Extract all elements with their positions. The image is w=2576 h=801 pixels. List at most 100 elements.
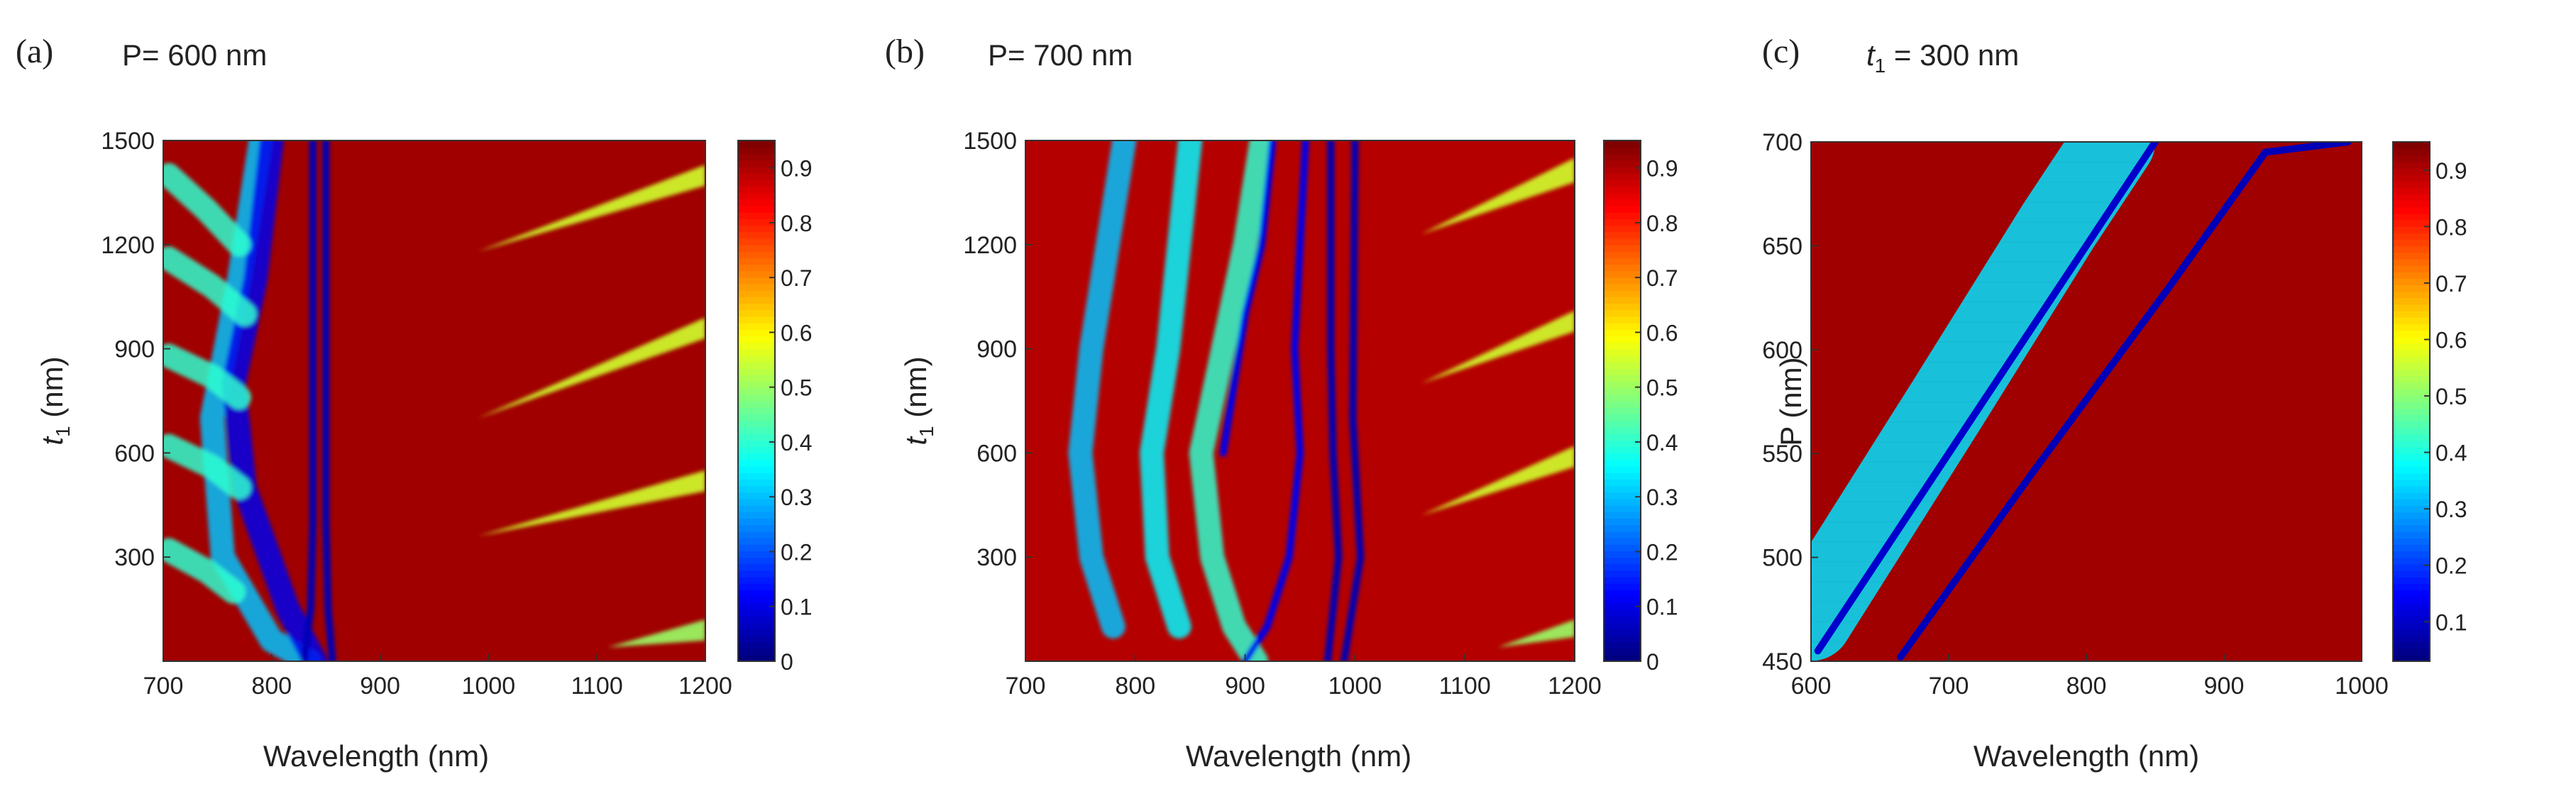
colorbar-b-swatch bbox=[1604, 264, 1641, 272]
colorbar-a-swatch bbox=[738, 563, 775, 571]
heatmap-c-step bbox=[1811, 221, 2362, 223]
x-tick-label-b: 800 bbox=[1115, 673, 1155, 700]
colorbar-c-swatch bbox=[2393, 485, 2430, 493]
colorbar-a-swatch bbox=[738, 596, 775, 604]
heatmap-a-feature bbox=[478, 317, 705, 419]
colorbar-a-swatch bbox=[738, 615, 775, 623]
colorbar-c-swatch bbox=[2393, 577, 2430, 584]
y-tick-label-b: 300 bbox=[976, 544, 1017, 571]
colorbar-b-swatch bbox=[1604, 394, 1641, 402]
colorbar-b-swatch bbox=[1604, 551, 1641, 558]
colorbar-c-swatch bbox=[2393, 654, 2430, 662]
colorbar-b-swatch bbox=[1604, 375, 1641, 382]
colorbar-a-swatch bbox=[738, 453, 775, 460]
colorbar-b-swatch bbox=[1604, 465, 1641, 473]
heatmap-c-step bbox=[1811, 261, 2362, 263]
colorbar-c-swatch bbox=[2393, 622, 2430, 630]
colorbar-a-swatch bbox=[738, 199, 775, 206]
colorbar-b-swatch bbox=[1604, 563, 1641, 571]
colorbar-c-swatch bbox=[2393, 583, 2430, 591]
colorbar-a-swatch bbox=[738, 472, 775, 480]
x-tick-label-a: 900 bbox=[360, 673, 400, 700]
colorbar-c-swatch bbox=[2393, 388, 2430, 396]
heatmap-a-features bbox=[163, 140, 705, 661]
colorbar-a-swatch bbox=[738, 219, 775, 226]
colorbar-b-swatch bbox=[1604, 219, 1641, 226]
heatmap-b-feature bbox=[1241, 140, 1309, 661]
colorbar-b-swatch bbox=[1604, 453, 1641, 460]
colorbar-b-swatch bbox=[1604, 537, 1641, 545]
colorbar-c-swatch bbox=[2393, 408, 2430, 416]
heatmap-c-step bbox=[1811, 581, 2362, 582]
colorbar-a-tick-label: 0.3 bbox=[781, 485, 812, 510]
colorbar-a-swatch bbox=[738, 641, 775, 649]
colorbar-a-swatch bbox=[738, 348, 775, 356]
colorbar-c-swatch bbox=[2393, 324, 2430, 331]
colorbar-a-swatch bbox=[738, 537, 775, 545]
x-tick-label-b: 1100 bbox=[1439, 673, 1491, 700]
y-tick-label-c: 500 bbox=[1762, 545, 1802, 572]
colorbar-a-swatch bbox=[738, 426, 775, 434]
colorbar-b-swatch bbox=[1604, 147, 1641, 155]
panel-c-title: t1 = 300 nm bbox=[1866, 38, 2019, 77]
y-tick-label-a: 900 bbox=[114, 336, 155, 363]
plot-frame-a bbox=[163, 140, 706, 662]
y-axis-label-c: P (nm) bbox=[1774, 357, 1807, 446]
colorbar-a-tick-label: 0.4 bbox=[781, 430, 812, 455]
colorbar-b-swatch bbox=[1604, 615, 1641, 623]
panel-a-title: P= 600 nm bbox=[122, 38, 267, 72]
x-axis-label-c: Wavelength (nm) bbox=[1974, 739, 2199, 773]
colorbar-b-swatch bbox=[1604, 160, 1641, 167]
y-tick-label-a: 1200 bbox=[101, 232, 155, 259]
colorbar-b-swatch bbox=[1604, 492, 1641, 499]
colorbar-c-swatch bbox=[2393, 291, 2430, 299]
colorbar-c-swatch bbox=[2393, 570, 2430, 578]
colorbar-c-swatch bbox=[2393, 382, 2430, 390]
colorbar-b-swatch bbox=[1604, 231, 1641, 239]
colorbar-b-swatch bbox=[1604, 309, 1641, 317]
colorbar-b-swatch bbox=[1604, 459, 1641, 467]
colorbar-b-swatch bbox=[1604, 205, 1641, 213]
colorbar-b-swatch bbox=[1604, 440, 1641, 448]
colorbar-b-swatch bbox=[1604, 283, 1641, 291]
colorbar-a-swatch bbox=[738, 492, 775, 499]
colorbar-a-swatch bbox=[738, 622, 775, 629]
colorbar-a-tick-label: 0.8 bbox=[781, 211, 812, 236]
colorbar-b-swatch bbox=[1604, 414, 1641, 421]
colorbar-b-swatch bbox=[1604, 401, 1641, 408]
colorbar-c-swatch bbox=[2393, 317, 2430, 324]
colorbar-b-tick-label: 0.7 bbox=[1646, 265, 1678, 291]
heatmap-c bbox=[1811, 142, 2362, 661]
colorbar-c-swatch bbox=[2393, 330, 2430, 338]
colorbar-a-swatch bbox=[738, 368, 775, 376]
heatmap-a bbox=[163, 140, 705, 661]
colorbar-a-swatch bbox=[738, 602, 775, 610]
heatmap-b bbox=[1025, 140, 1575, 661]
colorbar-a-swatch bbox=[738, 166, 775, 174]
heatmap-c-step bbox=[1811, 641, 2362, 642]
heatmap-a-feature bbox=[163, 538, 246, 604]
colorbar-a-swatch bbox=[738, 140, 775, 148]
heatmap-b-feature bbox=[1340, 140, 1365, 661]
colorbar-b-tick-label: 0.4 bbox=[1646, 430, 1678, 455]
heatmap-b-feature bbox=[1068, 140, 1137, 639]
colorbar-a-swatch bbox=[738, 543, 775, 551]
panel-a-letter: (a) bbox=[16, 33, 53, 70]
colorbar-b-swatch bbox=[1604, 153, 1641, 161]
colorbar-b-tick-label: 0.8 bbox=[1646, 211, 1678, 236]
colorbar-c-swatch bbox=[2393, 421, 2430, 429]
colorbar-b-swatch bbox=[1604, 420, 1641, 428]
x-tick-label-b: 1000 bbox=[1328, 673, 1382, 700]
colorbar-b-swatch bbox=[1604, 557, 1641, 565]
colorbar-c-tick-label: 0.7 bbox=[2435, 271, 2467, 297]
colorbar-b-tick-label: 0.6 bbox=[1646, 320, 1678, 346]
colorbar-c-tick-label: 0.5 bbox=[2435, 384, 2467, 409]
colorbar-c-tick-label: 0.3 bbox=[2435, 497, 2467, 522]
x-tick-label-b: 900 bbox=[1225, 673, 1265, 700]
panel-a: (a) P= 600 nm 700 800 900 1000 1100 1200 300 60… bbox=[16, 33, 812, 773]
colorbar-a-swatch bbox=[738, 355, 775, 363]
colorbar-b-tick-label: 0.1 bbox=[1646, 595, 1678, 620]
colorbar-c-swatch bbox=[2393, 336, 2430, 344]
colorbar-a-swatch bbox=[738, 407, 775, 415]
colorbar-a-swatch bbox=[738, 361, 775, 369]
